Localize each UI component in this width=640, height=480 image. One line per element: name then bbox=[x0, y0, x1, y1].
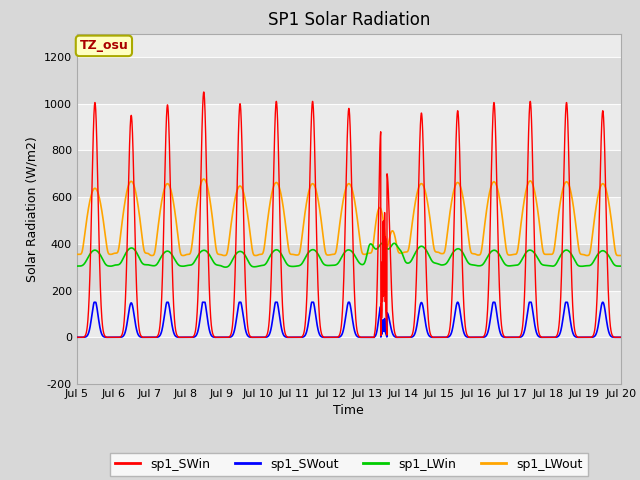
Legend: sp1_SWin, sp1_SWout, sp1_LWin, sp1_LWout: sp1_SWin, sp1_SWout, sp1_LWin, sp1_LWout bbox=[110, 453, 588, 476]
Bar bbox=[77, 197, 621, 244]
Text: TZ_osu: TZ_osu bbox=[79, 39, 128, 52]
Bar bbox=[77, 34, 621, 57]
Bar bbox=[77, 337, 621, 384]
Bar bbox=[77, 244, 621, 290]
Title: SP1 Solar Radiation: SP1 Solar Radiation bbox=[268, 11, 430, 29]
Bar bbox=[77, 104, 621, 150]
Bar bbox=[77, 290, 621, 337]
X-axis label: Time: Time bbox=[333, 405, 364, 418]
Y-axis label: Solar Radiation (W/m2): Solar Radiation (W/m2) bbox=[25, 136, 38, 282]
Bar bbox=[77, 150, 621, 197]
Bar bbox=[77, 57, 621, 104]
